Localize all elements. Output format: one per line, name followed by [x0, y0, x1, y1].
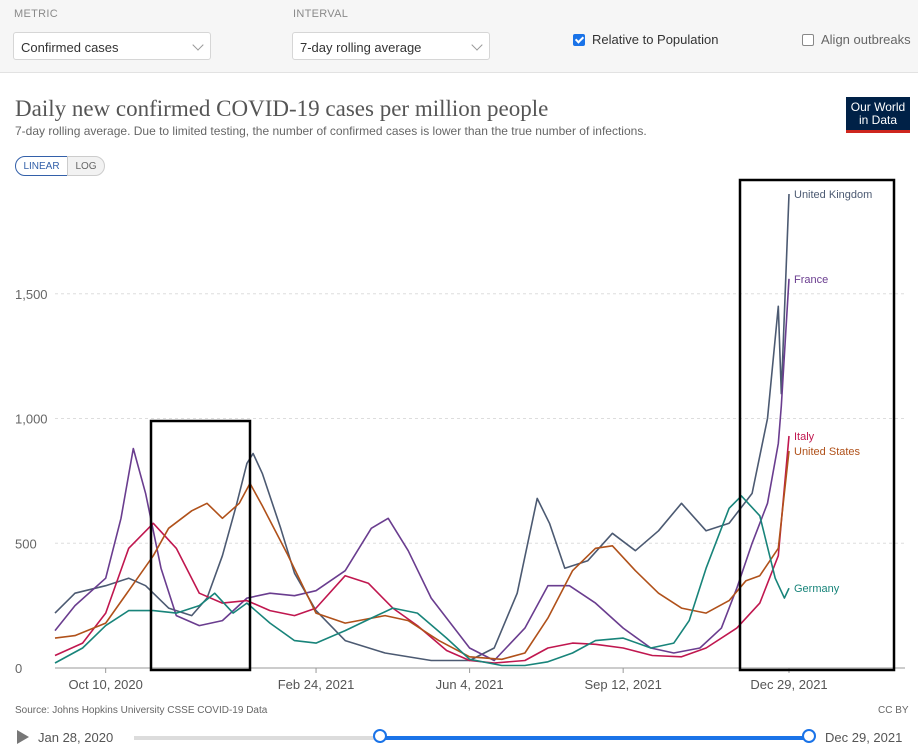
- metric-label: METRIC: [14, 8, 58, 20]
- series-label-france[interactable]: France: [794, 274, 828, 286]
- owid-logo[interactable]: Our World in Data: [846, 97, 910, 133]
- y-tick-label: 0: [15, 661, 22, 676]
- metric-value: Confirmed cases: [21, 40, 119, 55]
- logo-line-2: in Data: [858, 113, 898, 127]
- checkbox-unchecked-icon: [802, 33, 814, 46]
- series-label-united-kingdom[interactable]: United Kingdom: [794, 189, 872, 201]
- timeline-start-date: Jan 28, 2020: [38, 730, 114, 745]
- series-line-italy[interactable]: [54, 435, 790, 664]
- timeline-start-handle[interactable]: [373, 729, 387, 743]
- x-tick-label: Jun 4, 2021: [436, 677, 504, 692]
- series-line-united-kingdom[interactable]: [54, 193, 790, 662]
- y-tick-label: 1,000: [15, 412, 48, 427]
- highlight-box-winter-2020: [149, 419, 252, 672]
- x-tick-label: Sep 12, 2021: [584, 677, 661, 692]
- line-chart[interactable]: 0 500 1,000 1,500 Oct 10, 2020 Feb 24, 2021 Ju…: [0, 0, 918, 705]
- logo-line-1: Our World: [850, 100, 906, 114]
- align-outbreaks-checkbox[interactable]: Align outbreaks: [802, 32, 911, 47]
- series-label-germany[interactable]: Germany: [794, 583, 840, 595]
- checkbox-checked-icon: [573, 33, 585, 46]
- timeline-track[interactable]: [134, 736, 809, 740]
- interval-label: INTERVAL: [293, 8, 349, 20]
- y-tick-label: 500: [15, 536, 37, 551]
- play-icon[interactable]: [17, 730, 29, 744]
- relative-to-population-checkbox[interactable]: Relative to Population: [573, 32, 718, 47]
- license-link[interactable]: CC BY: [878, 705, 909, 716]
- series-line-united-states[interactable]: [54, 450, 790, 661]
- highlight-box-dec-2021: [738, 178, 896, 672]
- align-label: Align outbreaks: [821, 32, 911, 47]
- timeline-end-handle[interactable]: [802, 729, 816, 743]
- source-note: Source: Johns Hopkins University CSSE CO…: [15, 705, 268, 716]
- interval-value: 7-day rolling average: [300, 40, 422, 55]
- x-tick-label: Oct 10, 2020: [68, 677, 142, 692]
- series-line-germany[interactable]: [54, 495, 790, 667]
- controls-bar: METRIC Confirmed cases INTERVAL 7-day ro…: [0, 0, 918, 73]
- timeline-selected-range: [380, 736, 809, 740]
- interval-select[interactable]: 7-day rolling average: [292, 32, 490, 60]
- x-tick-label: Dec 29, 2021: [750, 677, 827, 692]
- series-label-united-states[interactable]: United States: [794, 446, 861, 458]
- relative-label: Relative to Population: [592, 32, 719, 47]
- x-tick-label: Feb 24, 2021: [278, 677, 355, 692]
- timeline-end-date: Dec 29, 2021: [825, 730, 903, 745]
- chart-title: Daily new confirmed COVID-19 cases per m…: [15, 96, 549, 121]
- y-tick-label: 1,500: [15, 287, 48, 302]
- log-scale-toggle[interactable]: LOG: [67, 156, 105, 176]
- timeline: Jan 28, 2020 Dec 29, 2021: [0, 724, 918, 750]
- metric-select[interactable]: Confirmed cases: [13, 32, 211, 60]
- chart-subtitle: 7-day rolling average. Due to limited te…: [15, 124, 647, 138]
- series-line-france[interactable]: [54, 278, 790, 662]
- series-label-italy[interactable]: Italy: [794, 431, 815, 443]
